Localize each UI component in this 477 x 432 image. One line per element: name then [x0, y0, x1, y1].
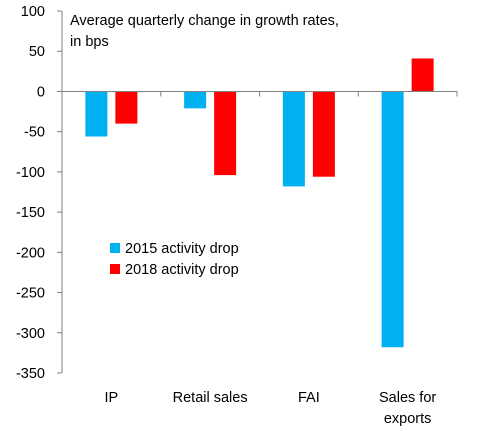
chart-title-line-1: Average quarterly change in growth rates… — [70, 13, 339, 29]
bar-2-2 — [214, 91, 237, 176]
legend-swatch-2 — [110, 264, 120, 274]
chart-title-line-2: in bps — [70, 34, 109, 50]
bar-1-1 — [85, 91, 108, 137]
y-tick-label: -300 — [16, 326, 45, 342]
legend: 2015 activity drop 2018 activity drop — [110, 241, 239, 278]
legend-label-2: 2018 activity drop — [125, 262, 239, 278]
legend-swatch-1 — [110, 243, 120, 253]
y-tick-label: 100 — [21, 4, 45, 20]
y-tick-label: 0 — [37, 84, 45, 100]
y-tick-label: -200 — [16, 245, 45, 261]
x-tick-label: IP — [105, 390, 119, 406]
x-tick-label: Sales for exports — [379, 390, 436, 427]
legend-label-1: 2015 activity drop — [125, 241, 239, 257]
x-tick-label: Retail sales — [173, 390, 248, 406]
bar-2-4 — [411, 58, 434, 92]
bar-1-3 — [282, 91, 305, 187]
bar-1-4 — [381, 91, 404, 348]
bar-series — [85, 58, 434, 348]
chart-title: Average quarterly change in growth rates… — [70, 13, 339, 50]
bar-1-2 — [184, 91, 207, 109]
bar-2-1 — [115, 91, 138, 124]
bar-2-3 — [312, 91, 335, 177]
y-axis: 100 50 0 -50 -100 -150 -200 -250 -300 -350 — [16, 4, 63, 382]
x-tick-label: FAI — [298, 390, 320, 406]
y-tick-label: -350 — [16, 366, 45, 382]
x-axis: IP Retail sales FAI Sales for exports — [61, 90, 458, 427]
y-tick-label: -100 — [16, 165, 45, 181]
y-tick-label: -250 — [16, 286, 45, 302]
y-tick-label: -150 — [16, 205, 45, 221]
y-tick-label: -50 — [24, 125, 45, 141]
y-tick-label: 50 — [29, 44, 45, 60]
